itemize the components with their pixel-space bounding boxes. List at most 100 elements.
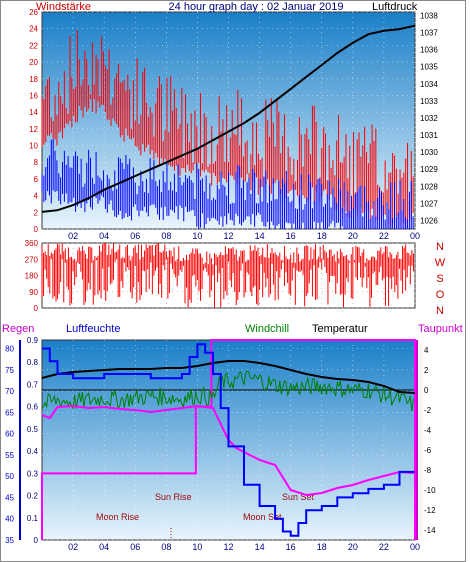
y-tick-pressure-1036: 1036 bbox=[420, 46, 438, 55]
dir-letter-3: O bbox=[436, 289, 445, 301]
y-tick-humidity-50: 50 bbox=[5, 472, 14, 481]
y-tick-wind-24: 24 bbox=[29, 25, 38, 34]
y-tick-wind-22: 22 bbox=[29, 41, 38, 50]
y-tick-temp--6: -6 bbox=[424, 446, 432, 455]
y-tick-rain-0: 0 bbox=[34, 536, 39, 545]
y-tick-wind-0: 0 bbox=[34, 225, 39, 234]
y-tick-humidity-45: 45 bbox=[5, 493, 14, 502]
y-tick-pressure-1031: 1031 bbox=[420, 131, 438, 140]
annotation-moon-rise: Moon Rise bbox=[96, 512, 139, 522]
y-tick-wind-14: 14 bbox=[29, 108, 38, 117]
x-tick-bottom-22: 22 bbox=[379, 542, 389, 552]
y-tick-wind-20: 20 bbox=[29, 58, 38, 67]
y-tick-wind-16: 16 bbox=[29, 91, 38, 100]
y-tick-wind-8: 8 bbox=[34, 158, 39, 167]
y-tick-temp--8: -8 bbox=[424, 466, 432, 475]
x-tick-top-08: 08 bbox=[161, 231, 171, 241]
y-tick-wind-4: 4 bbox=[34, 192, 39, 201]
y-tick-wind-12: 12 bbox=[29, 125, 38, 134]
y-tick-rain-0.4: 0.4 bbox=[27, 447, 39, 456]
y-tick-dir-270: 270 bbox=[25, 255, 39, 264]
dir-letter-1: W bbox=[435, 257, 446, 269]
humidity-line bbox=[42, 343, 415, 537]
header-right-label: Luftdruck bbox=[372, 1, 418, 13]
dir-letter-2: S bbox=[436, 273, 443, 285]
y-tick-temp-0: 0 bbox=[424, 386, 429, 395]
x-tick-bottom-06: 06 bbox=[130, 542, 140, 552]
x-tick-bottom-02: 02 bbox=[68, 542, 78, 552]
x-tick-bottom-12: 12 bbox=[223, 542, 233, 552]
header-left-label: Windstärke bbox=[36, 1, 91, 13]
x-tick-bottom-16: 16 bbox=[286, 542, 296, 552]
y-tick-rain-0.1: 0.1 bbox=[27, 514, 39, 523]
y-tick-temp--2: -2 bbox=[424, 406, 432, 415]
dir-letter-0: N bbox=[436, 241, 444, 253]
x-tick-bottom-04: 04 bbox=[99, 542, 109, 552]
tick-layer: 0202040406060808101012121414161618182020… bbox=[5, 8, 438, 552]
dir-letter-4: N bbox=[436, 305, 444, 317]
x-tick-top-12: 12 bbox=[223, 231, 233, 241]
series-layer bbox=[41, 24, 416, 540]
temperature-line bbox=[41, 360, 416, 394]
y-tick-humidity-70: 70 bbox=[5, 387, 14, 396]
y-tick-pressure-1030: 1030 bbox=[420, 148, 438, 157]
y-tick-humidity-75: 75 bbox=[5, 366, 14, 375]
x-tick-bottom-14: 14 bbox=[255, 542, 265, 552]
y-tick-rain-0.2: 0.2 bbox=[27, 492, 39, 501]
y-tick-humidity-55: 55 bbox=[5, 451, 14, 460]
x-tick-top-14: 14 bbox=[255, 231, 265, 241]
y-tick-dir-90: 90 bbox=[29, 288, 38, 297]
y-tick-pressure-1035: 1035 bbox=[420, 63, 438, 72]
label-windchill: Windchill bbox=[245, 323, 289, 335]
y-tick-rain-0.5: 0.5 bbox=[27, 425, 39, 434]
y-tick-pressure-1029: 1029 bbox=[420, 165, 438, 174]
annotation-sun-rise: Sun Rise bbox=[155, 492, 192, 502]
y-tick-wind-10: 10 bbox=[29, 142, 38, 151]
y-tick-pressure-1033: 1033 bbox=[420, 97, 438, 106]
x-tick-top-06: 06 bbox=[130, 231, 140, 241]
y-tick-dir-360: 360 bbox=[25, 239, 39, 248]
y-tick-humidity-65: 65 bbox=[5, 408, 14, 417]
y-tick-pressure-1027: 1027 bbox=[420, 199, 438, 208]
y-tick-humidity-40: 40 bbox=[5, 515, 14, 524]
y-tick-pressure-1034: 1034 bbox=[420, 80, 438, 89]
y-tick-temp-4: 4 bbox=[424, 346, 429, 355]
y-tick-rain-0.6: 0.6 bbox=[27, 403, 39, 412]
y-tick-rain-0.9: 0.9 bbox=[27, 336, 39, 345]
y-tick-temp-2: 2 bbox=[424, 366, 429, 375]
label-regen: Regen bbox=[2, 323, 34, 335]
x-tick-bottom-00: 00 bbox=[410, 542, 420, 552]
annotation-moon-set: Moon Set bbox=[243, 512, 282, 522]
y-tick-temp--10: -10 bbox=[424, 486, 436, 495]
annotation-sun-set: Sun Set bbox=[282, 492, 315, 502]
y-tick-temp--12: -12 bbox=[424, 506, 436, 515]
y-tick-temp--4: -4 bbox=[424, 426, 432, 435]
y-tick-dir-0: 0 bbox=[34, 304, 39, 313]
pressure-line bbox=[41, 24, 416, 213]
y-tick-pressure-1026: 1026 bbox=[420, 216, 438, 225]
windchill-line bbox=[41, 370, 414, 412]
x-tick-top-00: 00 bbox=[410, 231, 420, 241]
header-title: 24 hour graph day : 02 Januar 2019 bbox=[169, 1, 344, 13]
y-tick-wind-2: 2 bbox=[34, 208, 39, 217]
y-tick-wind-6: 6 bbox=[34, 175, 39, 184]
y-tick-humidity-80: 80 bbox=[5, 345, 14, 354]
y-tick-temp--14: -14 bbox=[424, 526, 436, 535]
x-tick-bottom-20: 20 bbox=[348, 542, 358, 552]
y-tick-pressure-1032: 1032 bbox=[420, 114, 438, 123]
y-tick-dir-180: 180 bbox=[25, 272, 39, 281]
y-tick-wind-18: 18 bbox=[29, 75, 38, 84]
y-tick-wind-26: 26 bbox=[29, 8, 38, 17]
x-tick-top-02: 02 bbox=[68, 231, 78, 241]
x-tick-top-22: 22 bbox=[379, 231, 389, 241]
x-tick-bottom-08: 08 bbox=[161, 542, 171, 552]
y-tick-pressure-1038: 1038 bbox=[420, 11, 438, 20]
label-temperatur: Temperatur bbox=[312, 323, 368, 335]
x-tick-top-10: 10 bbox=[192, 231, 202, 241]
x-tick-top-04: 04 bbox=[99, 231, 109, 241]
y-tick-rain-0.3: 0.3 bbox=[27, 469, 39, 478]
label-luftfeuchte: Luftfeuchte bbox=[66, 323, 120, 335]
y-tick-humidity-60: 60 bbox=[5, 430, 14, 439]
